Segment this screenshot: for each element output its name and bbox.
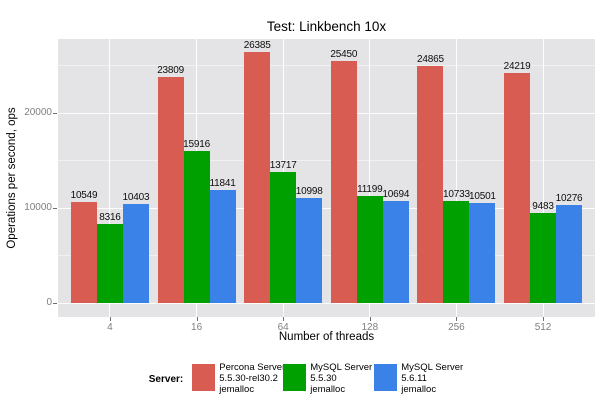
bar [296, 198, 323, 303]
bar [504, 72, 531, 303]
bar-value-label: 24865 [417, 54, 444, 66]
bar-value-label: 26385 [243, 40, 271, 52]
gridline-x [542, 39, 544, 317]
legend-swatch [192, 364, 216, 391]
bar [443, 200, 470, 303]
legend-entry-label: Percona Server 5.5.30-rel30.2 jemalloc [219, 362, 285, 395]
legend-entry-label: MySQL Server 5.6.11 jemalloc [401, 362, 463, 395]
bar-value-label: 13717 [269, 160, 297, 172]
legend-entry-line: 5.6.11 [401, 373, 427, 384]
x-tick [456, 317, 458, 321]
y-axis-title: Operations per second, ops [6, 107, 18, 249]
legend-entry-line: 5.5.30-rel30.2 [219, 373, 278, 384]
gridline-minor [58, 160, 595, 162]
y-tick [53, 302, 57, 304]
legend-entry-line: MySQL Server [310, 362, 373, 373]
legend-entries: Percona Server 5.5.30-rel30.2 jemalloc MySQ… [192, 362, 465, 395]
bar [183, 151, 210, 303]
x-tick-label: 512 [534, 322, 552, 333]
x-tick-label: 4 [107, 322, 113, 333]
gridline-x [455, 39, 457, 317]
bar-value-label: 23809 [157, 64, 184, 76]
gridline-major [58, 302, 595, 304]
gridline-major [58, 207, 595, 209]
bar-value-label: 10276 [555, 193, 583, 204]
y-tick [53, 207, 57, 209]
y-tick-label: 10000 [24, 201, 52, 213]
gridline-minor [58, 65, 595, 67]
bar-value-label: 24219 [503, 60, 531, 72]
legend-title: Server: [148, 374, 184, 385]
bar-value-label: 10403 [122, 191, 150, 203]
legend-swatch [374, 364, 398, 391]
bar-value-label: 15916 [183, 139, 210, 151]
legend-entry: MySQL Server 5.6.11 jemalloc [374, 362, 465, 395]
x-tick-label: 256 [448, 322, 465, 333]
bar [330, 60, 357, 303]
bar [209, 190, 236, 303]
bar [244, 52, 271, 303]
bar [122, 203, 149, 303]
bar-value-label: 10501 [468, 190, 496, 202]
bar [417, 66, 444, 303]
x-tick [196, 317, 198, 321]
bar [70, 202, 97, 303]
y-tick [53, 112, 57, 114]
x-tick [283, 317, 285, 321]
legend-entry-line: jemalloc [310, 384, 346, 395]
bar-value-label: 10694 [382, 189, 410, 201]
x-tick-label: 128 [361, 322, 379, 333]
gridline-minor [58, 255, 595, 257]
bar-value-label: 10733 [443, 188, 470, 200]
bar [356, 196, 383, 303]
gridline-major [58, 112, 595, 114]
y-tick-label: 20000 [24, 106, 52, 118]
bar-value-label: 25450 [330, 48, 358, 60]
bar [157, 76, 184, 303]
legend: Server: Percona Server 5.5.30-rel30.2 jema… [0, 362, 614, 402]
x-axis-title: Number of threads [278, 331, 375, 343]
legend-entry-label: MySQL Server 5.5.30 jemalloc [310, 362, 372, 395]
legend-entry-line: 5.5.30 [310, 373, 337, 384]
x-tick [109, 317, 111, 321]
legend-swatch [283, 364, 307, 391]
bar [96, 223, 123, 303]
x-tick [369, 317, 371, 321]
bar [530, 212, 556, 303]
bar-value-label: 9483 [532, 200, 554, 212]
gridline-x [109, 39, 111, 317]
chart-title: Test: Linkbench 10x [266, 19, 387, 34]
bar-value-label: 10998 [295, 186, 323, 198]
bar [270, 172, 297, 303]
x-tick-label: 16 [191, 322, 203, 333]
gridline-x [369, 39, 371, 317]
x-tick-label: 64 [277, 322, 289, 333]
x-tick [543, 317, 545, 321]
bar [469, 202, 496, 303]
plot-panel: 10549 23809 26385 25450 24865 24219 8316 15916 1… [58, 39, 595, 317]
bar [382, 201, 409, 303]
bar-value-label: 8316 [99, 211, 121, 223]
legend-entry-line: jemalloc [401, 384, 437, 395]
legend-entry-line: jemalloc [219, 384, 255, 395]
legend-entry-line: Percona Server [219, 362, 286, 373]
legend-entry: Percona Server 5.5.30-rel30.2 jemalloc [192, 362, 285, 395]
bar-value-label: 10549 [70, 190, 98, 202]
bar-value-label: 11199 [357, 184, 383, 196]
bar [556, 205, 582, 303]
bar-value-label: 11841 [209, 178, 236, 190]
legend-entry: MySQL Server 5.5.30 jemalloc [283, 362, 374, 395]
y-tick-label: 0 [46, 296, 52, 308]
legend-entry-line: MySQL Server [401, 362, 464, 373]
